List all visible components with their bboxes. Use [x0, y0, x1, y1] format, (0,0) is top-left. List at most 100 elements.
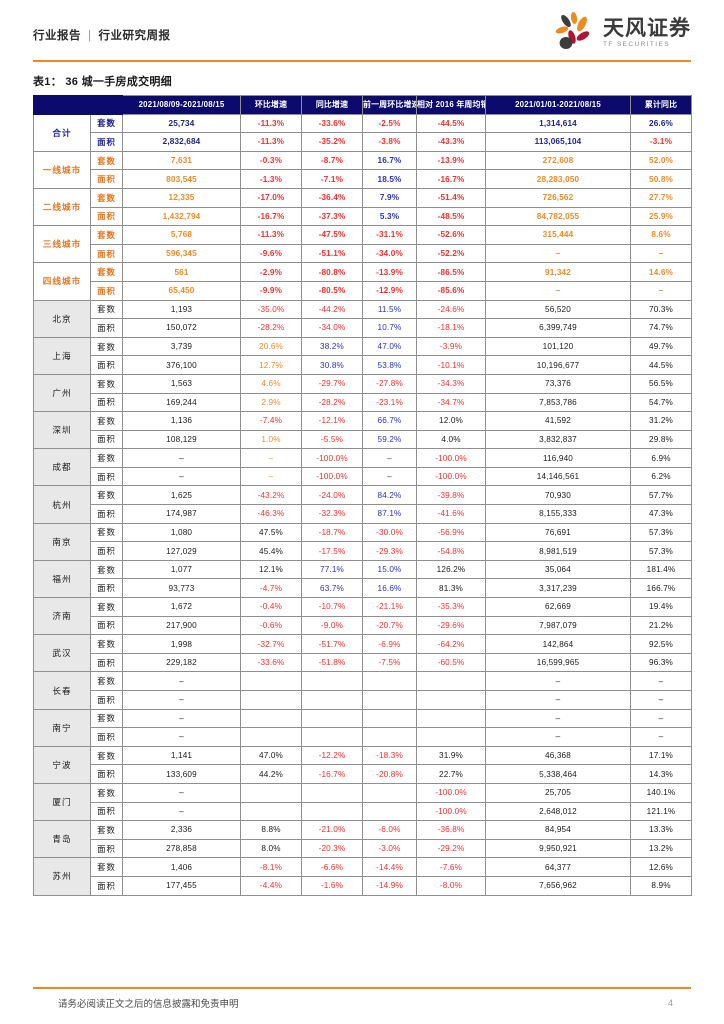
cell-tb [301, 801, 363, 822]
logo-name-cn: 天风证券 [603, 15, 691, 40]
cell-tb: -32.3% [301, 504, 363, 524]
cell-ytd-yoy: 56.5% [630, 373, 692, 394]
cell-prev-hb: 59.2% [362, 429, 417, 450]
cell-prev-hb: 15.0% [362, 559, 417, 580]
cell-prev-hb: -27.8% [362, 373, 417, 394]
cell-prev-hb: -13.9% [362, 262, 417, 282]
cell-prev-hb: -18.3% [362, 745, 417, 766]
cell-tb: -47.5% [301, 225, 363, 245]
row-metric-label: 面积 [90, 764, 123, 784]
cell-ytd-yoy: 14.3% [630, 764, 692, 784]
table-row: 面积 278,858 8.0% -20.3% -3.0% -29.2% 9,950,921 1… [34, 838, 692, 859]
row-metric-label: 套数 [90, 485, 123, 506]
table-row: 上海 套数 3,739 20.6% 38.2% 47.0% -3.9% 101,120 49.7… [33, 336, 692, 375]
cell-prev-hb: 66.7% [362, 411, 417, 431]
cell-week: 1,080 [122, 522, 241, 543]
cell-ytd-yoy: 13.2% [630, 838, 692, 859]
cell-prev-hb: -30.0% [362, 522, 417, 543]
cell-ytd-yoy: 6.2% [630, 466, 692, 487]
cell-prev-hb: -20.8% [362, 764, 417, 784]
cell-tb: -12.1% [301, 411, 363, 431]
cell-hb: 8.0% [240, 838, 302, 859]
row-metric-label: 套数 [90, 522, 123, 543]
row-group-label-广州: 广州 [33, 373, 91, 413]
cell-prev-hb: -7.5% [362, 652, 417, 673]
cell-tb: -8.7% [301, 150, 363, 171]
cell-prev-hb: -21.1% [362, 597, 417, 617]
cell-prev-hb: 16.6% [362, 578, 417, 599]
cell-tb: -5.5% [301, 429, 363, 450]
cell-ytd-yoy: 50.8% [630, 169, 692, 189]
cell-tb: -80.5% [301, 280, 363, 301]
cell-vs2016: -43.3% [416, 132, 486, 152]
cell-tb: -51.7% [301, 634, 363, 654]
col-header-week: 2021/08/09-2021/08/15 [122, 95, 241, 115]
cell-prev-hb: – [362, 448, 417, 468]
cell-ytd-yoy: 47.3% [630, 504, 692, 524]
cell-week: 150,072 [122, 318, 241, 338]
cell-tb: -34.0% [301, 318, 363, 338]
col-header-ytd-yoy: 累计同比 [630, 95, 692, 115]
cell-ytd-yoy: 92.5% [630, 634, 692, 654]
cell-prev-hb: -31.1% [362, 225, 417, 245]
cell-tb: 77.1% [301, 559, 363, 580]
cell-hb: -28.2% [240, 318, 302, 338]
cell-hb: -9.6% [240, 243, 302, 264]
cell-ytd: 76,691 [485, 522, 631, 543]
row-metric-label: 面积 [90, 392, 123, 413]
page-number: 4 [667, 998, 673, 1008]
breadcrumb: 行业报告 | 行业研究周报 [33, 26, 691, 46]
table-row: 面积 169,244 2.9% -28.2% -23.1% -34.7% 7,853,786… [34, 392, 692, 413]
cell-prev-hb [362, 801, 417, 822]
cell-hb: 20.6% [240, 336, 302, 357]
cell-ytd: 70,930 [485, 485, 631, 506]
cell-week: 65,450 [122, 280, 241, 301]
cell-vs2016: -16.7% [416, 169, 486, 189]
cell-hb [240, 801, 302, 822]
cell-ytd-yoy: – [630, 280, 692, 301]
tf-securities-flower-icon [552, 12, 596, 54]
table-row: 面积 150,072 -28.2% -34.0% 10.7% -18.1% 6,399,74… [34, 318, 692, 338]
cell-ytd-yoy: 96.3% [630, 652, 692, 673]
row-metric-label: 套数 [90, 857, 123, 877]
cell-ytd: 9,950,921 [485, 838, 631, 859]
table-row: 面积 174,987 -46.3% -32.3% 87.1% -41.6% 8,155,33… [34, 504, 692, 524]
cell-ytd: 10,196,677 [485, 355, 631, 375]
cell-tb: -100.0% [301, 466, 363, 487]
row-group-label-上海: 上海 [33, 336, 91, 375]
table-row: 北京 套数 1,193 -35.0% -44.2% 11.5% -24.6% 56,520 70… [33, 299, 692, 338]
cell-tb: -28.2% [301, 392, 363, 413]
cell-vs2016: -36.8% [416, 820, 486, 840]
table-row: 面积 – – -100.0% – -100.0% 14,146,561 6.2% [34, 466, 692, 487]
cell-prev-hb [362, 708, 417, 729]
cell-hb: -1.3% [240, 169, 302, 189]
cell-tb: -44.2% [301, 299, 363, 320]
table-row: 四线城市 套数 561 -2.9% -80.8% -13.9% -86.5% 91,342 14… [33, 262, 692, 301]
cell-ytd-yoy: 74.7% [630, 318, 692, 338]
cell-prev-hb [362, 782, 417, 803]
cell-ytd-yoy: – [630, 708, 692, 729]
cell-week: 596,345 [122, 243, 241, 264]
cell-vs2016: -35.3% [416, 597, 486, 617]
row-group-label-福州: 福州 [33, 559, 91, 599]
row-metric-label: 面积 [90, 280, 123, 301]
cell-prev-hb: -20.7% [362, 615, 417, 636]
cell-vs2016: -60.5% [416, 652, 486, 673]
cell-prev-hb: -29.3% [362, 541, 417, 561]
page-header: 行业报告 | 行业研究周报 天风证券 TF SECURITIES [33, 0, 691, 62]
cell-week: – [122, 466, 241, 487]
table-row: 面积 2,832,684 -11.3% -35.2% -3.8% -43.3% 113,06… [34, 132, 692, 152]
cell-vs2016: -29.6% [416, 615, 486, 636]
col-header-metric [90, 95, 123, 115]
cell-ytd-yoy: 17.1% [630, 745, 692, 766]
cell-hb: -46.3% [240, 504, 302, 524]
row-metric-label: 面积 [90, 169, 123, 189]
row-metric-label: 套数 [90, 336, 123, 357]
cell-ytd-yoy: 21.2% [630, 615, 692, 636]
cell-tb: -16.7% [301, 764, 363, 784]
cell-tb: -17.5% [301, 541, 363, 561]
cell-tb: -51.1% [301, 243, 363, 264]
row-metric-label: 套数 [90, 820, 123, 840]
table-row: 三线城市 套数 5,768 -11.3% -47.5% -31.1% -52.6% 315,4… [33, 225, 692, 264]
row-metric-label: 面积 [90, 801, 123, 822]
